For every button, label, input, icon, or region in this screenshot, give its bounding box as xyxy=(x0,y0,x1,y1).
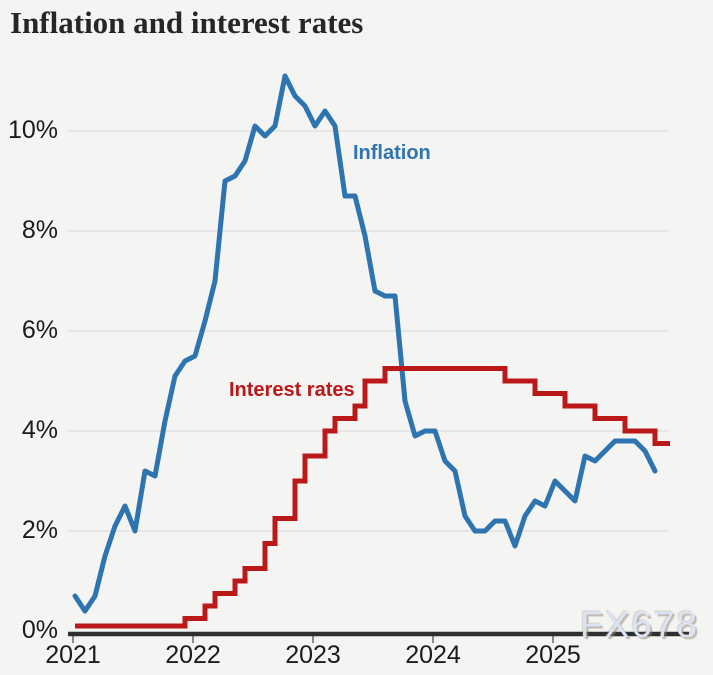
y-tick-label-2: 2% xyxy=(21,516,58,544)
x-tick-label-2021: 2021 xyxy=(45,641,101,669)
y-tick-label-8: 8% xyxy=(21,216,58,244)
x-tick-label-2024: 2024 xyxy=(405,641,461,669)
series-label-interest-rates: Interest rates xyxy=(229,379,355,401)
watermark-fx678: FX678 xyxy=(580,604,700,645)
interest-rates-line xyxy=(75,366,670,629)
inflation-line xyxy=(72,73,658,614)
chart-title: Inflation and interest rates xyxy=(10,5,364,40)
x-tick-label-2025: 2025 xyxy=(525,641,581,669)
y-tick-label-6: 6% xyxy=(21,316,58,344)
x-tick-label-2022: 2022 xyxy=(165,641,221,669)
series-label-inflation: Inflation xyxy=(353,142,431,164)
y-tick-label-10: 10% xyxy=(7,116,58,144)
y-tick-label-4: 4% xyxy=(21,416,58,444)
x-tick-label-2023: 2023 xyxy=(285,641,341,669)
y-tick-label-0: 0% xyxy=(21,616,58,644)
